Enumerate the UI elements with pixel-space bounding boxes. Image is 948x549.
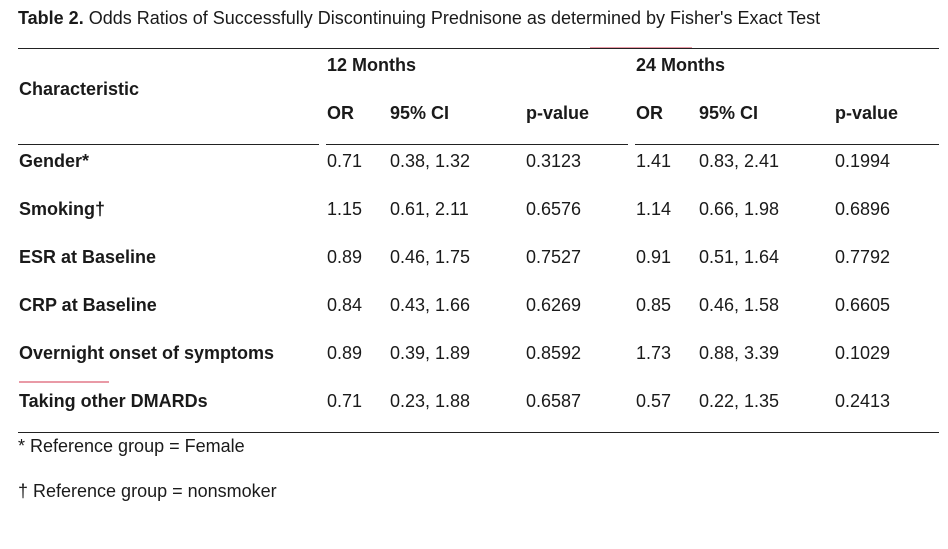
- cell-ci-12: 0.23, 1.88: [390, 391, 471, 411]
- cell-ci-12: 0.38, 1.32: [390, 151, 471, 171]
- cell-or-12: 0.71: [327, 391, 363, 411]
- header-col-ci: 95% CI: [699, 103, 759, 123]
- table-top-rule: [18, 48, 939, 49]
- row-label: Gender*: [19, 151, 90, 171]
- cell-or-24: 1.14: [636, 199, 672, 219]
- cell-ci-12: 0.39, 1.89: [390, 343, 471, 363]
- cell-p-24: 0.6605: [835, 295, 891, 315]
- header-col-pvalue: p-value: [835, 103, 899, 123]
- table-caption: Table 2. Odds Ratios of Successfully Dis…: [18, 8, 820, 29]
- cell-p-24: 0.2413: [835, 391, 891, 411]
- cell-p-24: 0.7792: [835, 247, 891, 267]
- header-col-or: OR: [636, 103, 663, 123]
- row-label: ESR at Baseline: [19, 247, 157, 267]
- cell-ci-24: 0.51, 1.64: [699, 247, 780, 267]
- cell-or-12: 0.71: [327, 151, 363, 171]
- footnote-smoking: † Reference group = nonsmoker: [18, 481, 277, 501]
- header-col-pvalue: p-value: [526, 103, 590, 123]
- cell-p-12: 0.3123: [526, 151, 582, 171]
- cell-p-12: 0.6587: [526, 391, 582, 411]
- footnote-gender: * Reference group = Female: [18, 436, 245, 456]
- cell-ci-12: 0.61, 2.11: [390, 199, 469, 219]
- header-rule-24-months: [635, 144, 939, 145]
- row-label: Taking other DMARDs: [19, 391, 208, 411]
- table-caption-text: Odds Ratios of Successfully Discontinuin…: [83, 8, 821, 28]
- header-col-or: OR: [327, 103, 354, 123]
- cell-or-24: 1.73: [636, 343, 672, 363]
- header-rule-12-months: [326, 144, 628, 145]
- row-label: Overnight onset of symptoms: [19, 343, 275, 363]
- header-col-ci: 95% CI: [390, 103, 450, 123]
- header-rule-left: [18, 144, 319, 145]
- cell-ci-12: 0.46, 1.75: [390, 247, 471, 267]
- cell-or-24: 0.91: [636, 247, 672, 267]
- cell-p-12: 0.8592: [526, 343, 582, 363]
- cell-ci-24: 0.88, 3.39: [699, 343, 780, 363]
- cell-p-12: 0.6576: [526, 199, 582, 219]
- cell-or-12: 1.15: [327, 199, 363, 219]
- cell-or-24: 0.85: [636, 295, 672, 315]
- cell-or-24: 0.57: [636, 391, 672, 411]
- row-label: CRP at Baseline: [19, 295, 157, 315]
- table-bottom-rule: [18, 432, 939, 433]
- cell-p-12: 0.7527: [526, 247, 582, 267]
- cell-ci-24: 0.66, 1.98: [699, 199, 780, 219]
- cell-p-12: 0.6269: [526, 295, 582, 315]
- cell-ci-24: 0.83, 2.41: [699, 151, 780, 171]
- cell-ci-24: 0.46, 1.58: [699, 295, 780, 315]
- table-caption-label: Table 2.: [18, 8, 84, 28]
- cell-p-24: 0.1994: [835, 151, 891, 171]
- cell-or-12: 0.84: [327, 295, 363, 315]
- header-group-12-months: 12 Months: [327, 55, 417, 75]
- cell-or-24: 1.41: [636, 151, 672, 171]
- header-group-24-months: 24 Months: [636, 55, 726, 75]
- cell-or-12: 0.89: [327, 343, 363, 363]
- cell-p-24: 0.1029: [835, 343, 891, 363]
- cell-or-12: 0.89: [327, 247, 363, 267]
- spellcheck-underline: [19, 381, 109, 383]
- header-characteristic: Characteristic: [19, 79, 140, 99]
- cell-p-24: 0.6896: [835, 199, 891, 219]
- row-label: Smoking†: [19, 199, 106, 219]
- cell-ci-24: 0.22, 1.35: [699, 391, 780, 411]
- cell-ci-12: 0.43, 1.66: [390, 295, 471, 315]
